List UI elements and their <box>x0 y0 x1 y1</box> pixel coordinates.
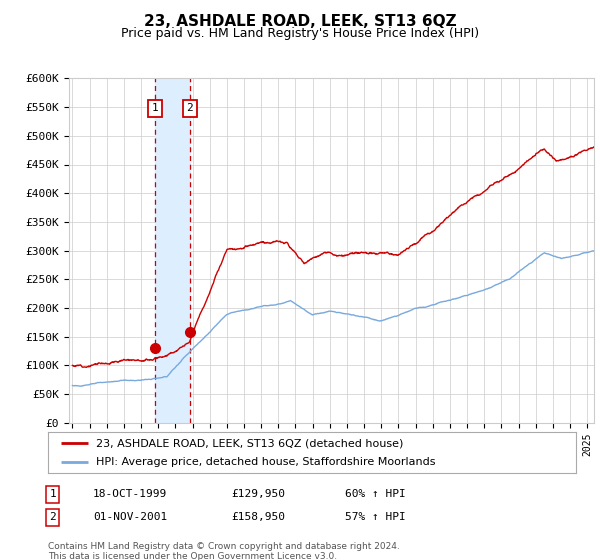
Text: 01-NOV-2001: 01-NOV-2001 <box>93 512 167 522</box>
Text: 57% ↑ HPI: 57% ↑ HPI <box>345 512 406 522</box>
Text: Contains HM Land Registry data © Crown copyright and database right 2024.
This d: Contains HM Land Registry data © Crown c… <box>48 542 400 560</box>
Text: 2: 2 <box>49 512 56 522</box>
Text: 18-OCT-1999: 18-OCT-1999 <box>93 489 167 500</box>
Text: Price paid vs. HM Land Registry's House Price Index (HPI): Price paid vs. HM Land Registry's House … <box>121 27 479 40</box>
Text: 1: 1 <box>49 489 56 500</box>
Text: £158,950: £158,950 <box>231 512 285 522</box>
Bar <box>155 78 190 423</box>
Text: 1: 1 <box>151 103 158 113</box>
Text: £129,950: £129,950 <box>231 489 285 500</box>
Text: HPI: Average price, detached house, Staffordshire Moorlands: HPI: Average price, detached house, Staf… <box>95 457 435 467</box>
Text: 23, ASHDALE ROAD, LEEK, ST13 6QZ: 23, ASHDALE ROAD, LEEK, ST13 6QZ <box>143 14 457 29</box>
Text: 2: 2 <box>186 103 193 113</box>
Text: 23, ASHDALE ROAD, LEEK, ST13 6QZ (detached house): 23, ASHDALE ROAD, LEEK, ST13 6QZ (detach… <box>95 438 403 449</box>
Text: 60% ↑ HPI: 60% ↑ HPI <box>345 489 406 500</box>
